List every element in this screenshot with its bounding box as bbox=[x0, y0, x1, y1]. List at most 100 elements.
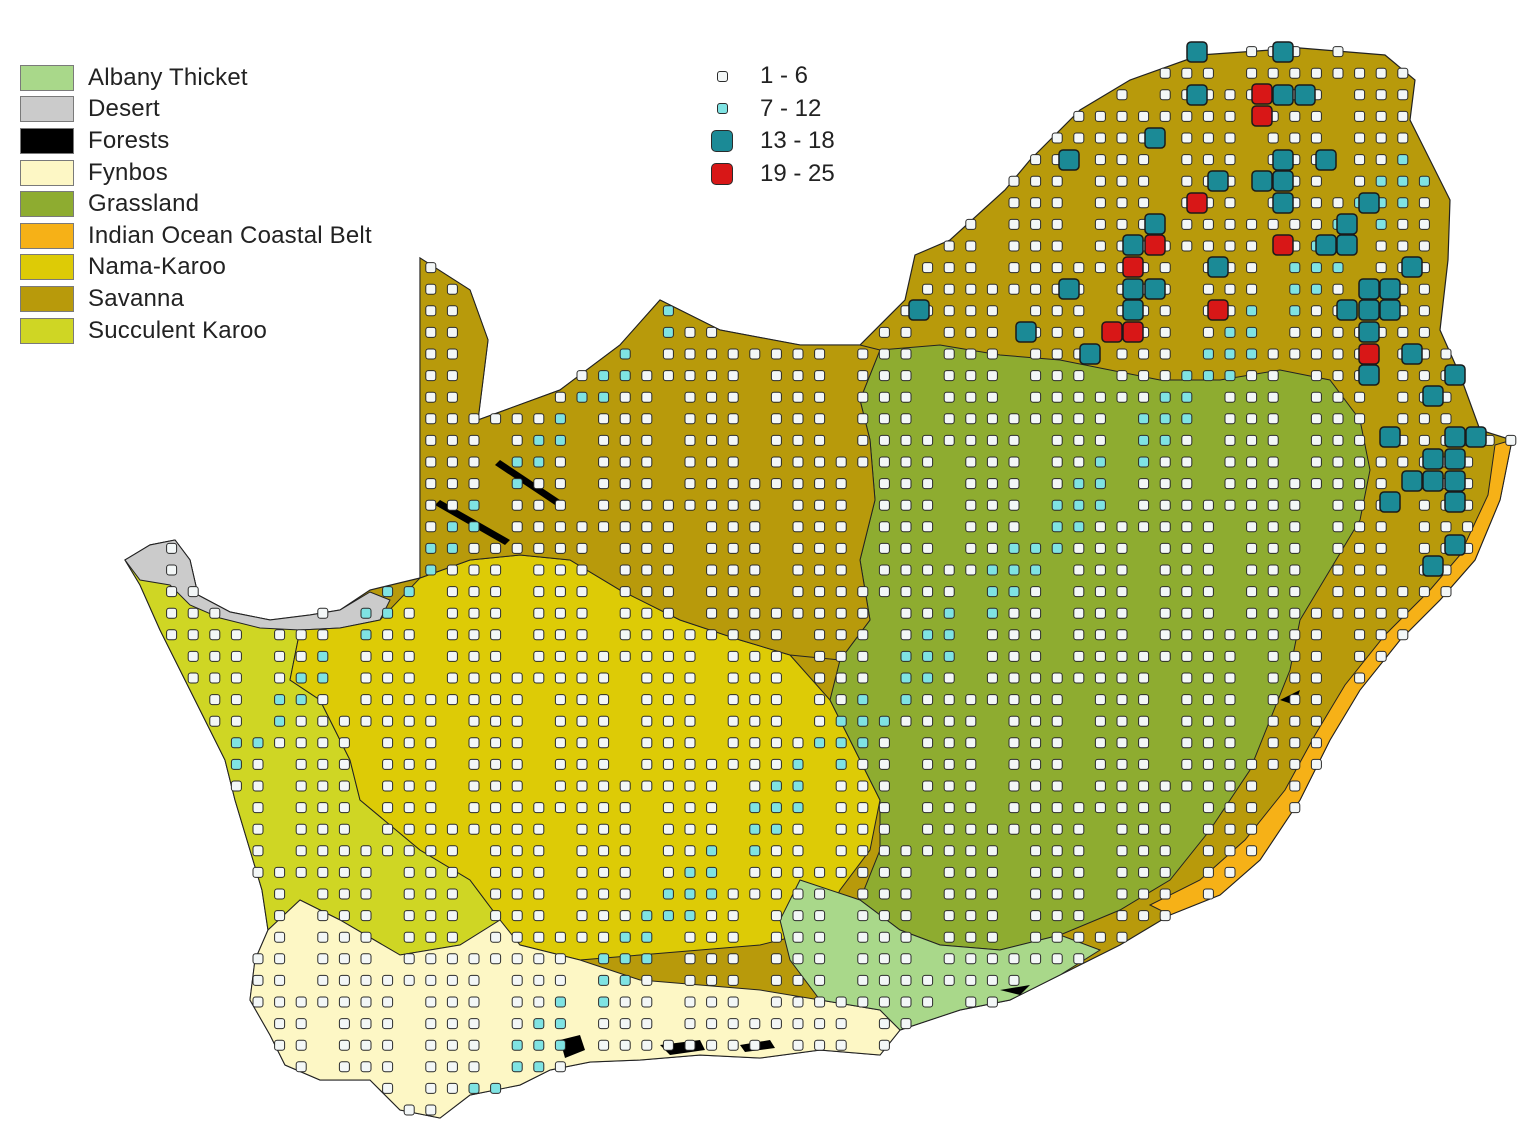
grid-cell-marker bbox=[662, 888, 674, 900]
grid-cell-marker bbox=[684, 845, 696, 857]
grid-cell-marker bbox=[360, 866, 372, 878]
grid-cell-marker bbox=[619, 931, 631, 943]
grid-cell-marker bbox=[1418, 283, 1430, 295]
swatch-succulent-karoo bbox=[20, 317, 74, 344]
grid-cell-marker bbox=[922, 780, 934, 792]
grid-cell-marker bbox=[900, 521, 912, 533]
grid-cell-marker bbox=[230, 758, 242, 770]
grid-cell-marker bbox=[619, 607, 631, 619]
grid-cell-marker bbox=[382, 780, 394, 792]
grid-cell-marker bbox=[1094, 456, 1106, 468]
grid-cell-marker bbox=[1332, 46, 1344, 58]
grid-cell-marker bbox=[1051, 802, 1063, 814]
grid-cell-marker bbox=[986, 542, 998, 554]
grid-cell-marker bbox=[1202, 672, 1214, 684]
grid-cell-marker bbox=[1116, 521, 1128, 533]
grid-cell-marker bbox=[770, 931, 782, 943]
grid-cell-marker bbox=[641, 715, 653, 727]
grid-cell-marker bbox=[1030, 780, 1042, 792]
grid-cell-marker bbox=[209, 650, 221, 662]
grid-cell-marker bbox=[749, 1039, 761, 1051]
grid-cell-marker bbox=[1094, 629, 1106, 641]
grid-cell-marker bbox=[727, 391, 739, 403]
grid-cell-marker bbox=[1181, 672, 1193, 684]
grid-cell-marker bbox=[749, 586, 761, 598]
grid-cell-marker bbox=[792, 780, 804, 792]
grid-cell-marker bbox=[425, 996, 437, 1008]
legend-item-albany-thicket: Albany Thicket bbox=[20, 62, 372, 94]
grid-cell-marker bbox=[468, 1061, 480, 1073]
grid-cell-marker-high bbox=[1122, 278, 1144, 300]
grid-cell-marker bbox=[749, 866, 761, 878]
grid-cell-marker-high bbox=[1401, 470, 1423, 492]
grid-cell-marker bbox=[1310, 283, 1322, 295]
grid-cell-marker bbox=[360, 650, 372, 662]
grid-cell-marker bbox=[1202, 758, 1214, 770]
grid-cell-marker bbox=[684, 823, 696, 835]
swatch-grassland bbox=[20, 191, 74, 218]
grid-cell-marker bbox=[1116, 888, 1128, 900]
grid-cell-marker bbox=[922, 845, 934, 857]
grid-cell-marker bbox=[576, 521, 588, 533]
grid-cell-marker bbox=[770, 370, 782, 382]
grid-cell-marker bbox=[965, 348, 977, 360]
grid-cell-marker bbox=[1289, 262, 1301, 274]
grid-cell-marker bbox=[576, 910, 588, 922]
grid-cell-marker bbox=[641, 694, 653, 706]
grid-cell-marker bbox=[1008, 218, 1020, 230]
grid-cell-marker bbox=[1246, 499, 1258, 511]
legend-item-nama-karoo: Nama-Karoo bbox=[20, 252, 372, 284]
grid-cell-marker bbox=[1375, 478, 1387, 490]
grid-cell-marker bbox=[1246, 586, 1258, 598]
grid-cell-marker bbox=[965, 262, 977, 274]
grid-cell-marker bbox=[857, 823, 869, 835]
grid-cell-marker bbox=[1246, 521, 1258, 533]
grid-cell-marker-high bbox=[1058, 278, 1080, 300]
grid-cell-marker bbox=[1224, 326, 1236, 338]
grid-cell-marker bbox=[835, 802, 847, 814]
grid-cell-marker bbox=[1246, 262, 1258, 274]
grid-cell-marker bbox=[878, 996, 890, 1008]
grid-cell-marker bbox=[770, 866, 782, 878]
grid-cell-marker bbox=[1224, 132, 1236, 144]
grid-cell-marker bbox=[1354, 564, 1366, 576]
grid-cell-marker bbox=[511, 478, 523, 490]
grid-cell-marker bbox=[749, 758, 761, 770]
grid-cell-marker bbox=[814, 694, 826, 706]
grid-cell-marker bbox=[1202, 845, 1214, 857]
grid-cell-marker bbox=[1246, 67, 1258, 79]
grid-cell-marker bbox=[1289, 672, 1301, 684]
grid-cell-marker bbox=[943, 672, 955, 684]
grid-cell-marker bbox=[857, 715, 869, 727]
grid-cell-marker bbox=[727, 715, 739, 727]
grid-cell-marker bbox=[943, 866, 955, 878]
grid-cell-marker bbox=[1354, 132, 1366, 144]
grid-cell-marker bbox=[1094, 413, 1106, 425]
grid-cell-marker bbox=[446, 283, 458, 295]
grid-cell-marker bbox=[684, 391, 696, 403]
grid-cell-marker-high bbox=[1272, 41, 1294, 63]
grid-cell-marker bbox=[1181, 780, 1193, 792]
grid-cell-marker bbox=[554, 780, 566, 792]
grid-cell-marker bbox=[1159, 866, 1171, 878]
grid-cell-marker bbox=[922, 564, 934, 576]
grid-cell-marker bbox=[835, 715, 847, 727]
grid-cell-marker bbox=[425, 413, 437, 425]
grid-cell-marker bbox=[1354, 521, 1366, 533]
grid-cell-marker bbox=[1332, 391, 1344, 403]
grid-cell-marker bbox=[857, 737, 869, 749]
grid-cell-marker bbox=[1008, 823, 1020, 835]
grid-cell-marker bbox=[1094, 132, 1106, 144]
grid-cell-marker bbox=[922, 715, 934, 727]
grid-cell-marker bbox=[706, 953, 718, 965]
grid-cell-marker bbox=[619, 521, 631, 533]
grid-cell-marker bbox=[684, 326, 696, 338]
grid-cell-marker bbox=[338, 780, 350, 792]
grid-cell-marker bbox=[792, 586, 804, 598]
grid-cell-marker bbox=[425, 499, 437, 511]
grid-cell-marker bbox=[965, 845, 977, 857]
grid-cell-marker bbox=[1138, 650, 1150, 662]
grid-cell-marker bbox=[576, 715, 588, 727]
grid-cell-marker bbox=[1073, 586, 1085, 598]
grid-cell-marker bbox=[1289, 758, 1301, 770]
